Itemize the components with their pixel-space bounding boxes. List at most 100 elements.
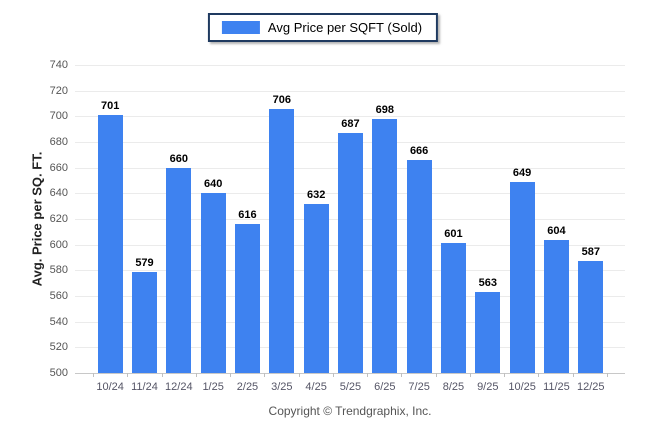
bar-value-label: 666 (409, 144, 429, 157)
bar-value-label: 701 (100, 100, 120, 113)
x-tick-label: 7/25 (408, 381, 430, 393)
bar-value-label: 604 (547, 224, 566, 237)
bar-slot: 698 (368, 65, 402, 373)
x-tick (572, 373, 574, 377)
bar-slot: 601 (436, 65, 470, 373)
y-tick-label: 520 (49, 341, 68, 354)
x-axis-ticks (75, 373, 625, 377)
y-tick-label: 600 (49, 238, 68, 251)
x-tick-label: 11/25 (543, 381, 570, 393)
bar-value-label: 563 (478, 277, 497, 290)
bar-series: 701 579 660 640 616 706 632 687 698 666 601 563 649 6… (75, 65, 625, 373)
y-axis-tick-labels: 500 520 540 560 580 600 620 640 660 680 700 720 740 (30, 0, 68, 434)
x-tick (161, 373, 163, 377)
bar-slot: 660 (162, 65, 196, 373)
y-tick-label: 500 (49, 367, 68, 379)
bar-slot: 687 (333, 65, 367, 373)
y-tick-label: 740 (49, 59, 68, 71)
y-tick-label: 680 (49, 136, 68, 148)
y-tick-label: 700 (49, 110, 68, 123)
x-tick (538, 373, 540, 377)
bar-value-label: 660 (169, 152, 188, 165)
legend-label: Avg Price per SQFT (Sold) (267, 20, 423, 35)
y-tick-label: 620 (49, 213, 68, 225)
bar-value-label: 706 (272, 93, 291, 106)
bar[interactable] (97, 115, 123, 373)
gridline (75, 65, 625, 66)
x-tick-label: 11/24 (131, 381, 158, 393)
legend: Avg Price per SQFT (Sold) (207, 13, 439, 42)
bar-value-label: 687 (341, 118, 360, 131)
x-tick-label: 9/25 (477, 381, 499, 393)
bar[interactable] (578, 261, 604, 373)
x-tick (367, 373, 369, 377)
gridline (75, 116, 625, 118)
bar[interactable] (337, 133, 363, 373)
bar-value-label: 579 (135, 256, 154, 269)
bar[interactable] (372, 118, 398, 373)
bar-slot: 563 (471, 65, 505, 373)
bar[interactable] (475, 292, 501, 373)
bar-slot: 587 (574, 65, 608, 373)
bar[interactable] (543, 239, 569, 373)
x-tick-label: 1/25 (202, 381, 224, 393)
x-tick (435, 373, 437, 377)
x-tick (298, 373, 300, 377)
x-tick (127, 373, 129, 377)
x-tick (93, 373, 94, 377)
x-tick-label: 10/25 (508, 381, 536, 393)
y-tick-label: 540 (49, 315, 68, 328)
x-axis-tick-labels: 10/24 11/24 12/24 1/25 2/25 3/25 4/25 5/25 6/25 7… (75, 381, 625, 393)
x-tick (230, 373, 232, 377)
x-tick (401, 373, 403, 377)
bar-value-label: 616 (238, 209, 257, 222)
x-tick (469, 373, 471, 377)
bar[interactable] (406, 159, 432, 373)
x-tick (332, 373, 334, 377)
bar-slot: 632 (299, 65, 333, 373)
y-tick-label: 660 (49, 161, 68, 174)
bar-slot: 640 (196, 65, 230, 373)
legend-swatch (221, 21, 260, 34)
x-tick-label: 10/24 (96, 381, 124, 393)
bar-value-label: 649 (512, 166, 532, 179)
x-tick-label: 12/25 (576, 381, 605, 393)
bar-value-label: 601 (444, 228, 463, 241)
bar-value-label: 632 (306, 188, 326, 201)
y-tick-label: 640 (49, 187, 68, 200)
x-tick-label: 8/25 (442, 381, 465, 393)
bar-slot: 706 (265, 65, 299, 373)
plot-area: 701 579 660 640 616 706 632 687 698 666 601 563 649 6… (75, 65, 625, 374)
bar[interactable] (131, 271, 157, 373)
y-tick-label: 560 (49, 290, 68, 302)
x-tick-label: 5/25 (339, 381, 362, 393)
bar-slot: 666 (402, 65, 436, 373)
x-tick-label: 6/25 (374, 381, 396, 393)
x-tick (195, 373, 197, 377)
x-tick-label: 4/25 (305, 381, 327, 393)
x-tick-label: 3/25 (271, 381, 293, 393)
bar[interactable] (166, 167, 192, 373)
bar[interactable] (234, 224, 260, 373)
bar-slot: 616 (230, 65, 264, 373)
x-tick (504, 373, 506, 377)
x-tick (606, 373, 608, 377)
bar-slot: 649 (505, 65, 539, 373)
x-tick-label: 2/25 (236, 381, 259, 393)
bar[interactable] (303, 203, 329, 373)
gridline (75, 90, 625, 92)
x-tick-label: 12/24 (165, 381, 193, 393)
bar-value-label: 640 (203, 178, 223, 191)
bar-value-label: 587 (581, 246, 600, 259)
bar[interactable] (200, 193, 226, 373)
bar[interactable] (269, 108, 295, 373)
bar[interactable] (509, 181, 535, 373)
bar[interactable] (440, 243, 466, 373)
x-tick (264, 373, 266, 377)
y-tick-label: 580 (49, 264, 68, 277)
y-tick-label: 720 (49, 84, 68, 97)
bar-slot: 579 (127, 65, 161, 373)
bar-slot: 604 (539, 65, 573, 373)
bar-value-label: 698 (375, 103, 394, 116)
